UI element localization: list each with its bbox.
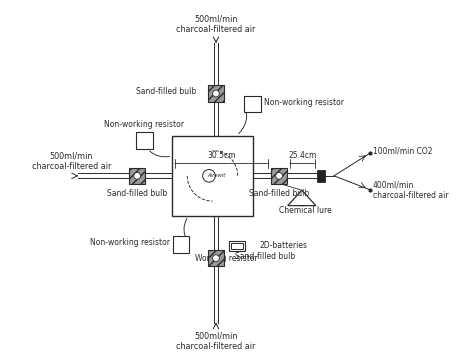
Text: 2D-batteries: 2D-batteries: [260, 241, 308, 250]
Text: 400ml/min
charcoal-filtered air: 400ml/min charcoal-filtered air: [373, 181, 448, 200]
Bar: [136, 132, 153, 149]
Text: 500ml/min
charcoal-filtered air: 500ml/min charcoal-filtered air: [32, 152, 111, 171]
Text: 30.5cm: 30.5cm: [207, 151, 236, 160]
Text: Sand-filled bulb: Sand-filled bulb: [235, 252, 295, 261]
Circle shape: [213, 90, 219, 97]
Text: Airewit: Airewit: [207, 173, 225, 178]
Text: Sand-filled bulb: Sand-filled bulb: [249, 189, 309, 198]
Text: Working resistor: Working resistor: [195, 253, 258, 263]
Text: Chemical lure: Chemical lure: [279, 206, 332, 215]
Circle shape: [134, 172, 141, 179]
Text: 500ml/min
charcoal-filtered air: 500ml/min charcoal-filtered air: [176, 332, 255, 351]
Circle shape: [203, 169, 215, 182]
Text: 25.4cm: 25.4cm: [288, 151, 317, 160]
Circle shape: [276, 172, 283, 179]
Bar: [317, 170, 325, 182]
Text: Sand-filled bulb: Sand-filled bulb: [107, 189, 167, 198]
Bar: [208, 250, 224, 266]
Text: Sand-filled bulb: Sand-filled bulb: [137, 87, 197, 96]
Bar: [172, 136, 253, 216]
Text: 100ml/min CO2: 100ml/min CO2: [373, 147, 432, 156]
Bar: [245, 96, 261, 112]
Bar: [208, 85, 224, 101]
Text: 500ml/min
charcoal-filtered air: 500ml/min charcoal-filtered air: [176, 15, 255, 34]
Bar: [231, 243, 243, 249]
Text: Non-working resistor: Non-working resistor: [104, 120, 184, 129]
Circle shape: [213, 255, 219, 262]
Text: Non-working resistor: Non-working resistor: [90, 238, 170, 247]
Bar: [129, 168, 145, 184]
Bar: [228, 241, 246, 251]
Bar: [173, 236, 189, 252]
Bar: [271, 168, 287, 184]
Text: Non-working resistor: Non-working resistor: [264, 98, 344, 107]
